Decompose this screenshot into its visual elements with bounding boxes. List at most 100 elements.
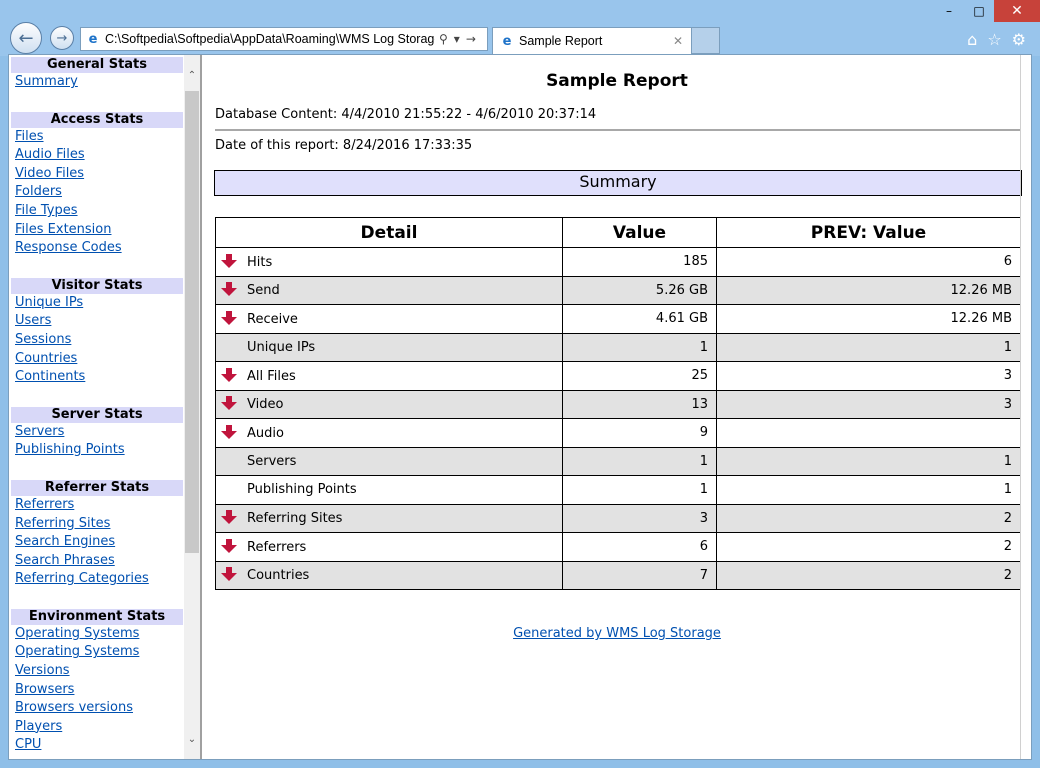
page-content: General Stats Summary Access Stats Files Aud… <box>8 54 1032 760</box>
dropdown-icon[interactable]: ▾ <box>453 32 460 46</box>
detail-cell: Video <box>215 389 563 419</box>
go-arrow-icon[interactable]: → <box>465 32 476 46</box>
forward-button[interactable]: → <box>50 26 74 50</box>
sidebar-link[interactable]: Folders <box>15 184 62 200</box>
sidebar-link[interactable]: Search Phrases <box>15 552 115 568</box>
sidebar-link[interactable]: Browsers <box>15 681 75 697</box>
minimize-button[interactable]: – <box>946 4 952 18</box>
back-button[interactable]: ← <box>10 22 42 54</box>
sidebar-section: Environment Stats Operating Systems Operat… <box>9 608 185 755</box>
detail-label: Hits <box>247 254 273 270</box>
value-cell: 6 <box>562 532 717 562</box>
sidebar-link[interactable]: Referrers <box>15 496 75 512</box>
sidebar-link[interactable]: Unique IPs <box>15 294 84 310</box>
down-arrow-icon <box>221 396 237 411</box>
sidebar-link[interactable]: Files Extension <box>15 221 112 237</box>
sidebar-link[interactable]: Servers <box>15 423 65 439</box>
sidebar-section-title: Access Stats <box>11 111 183 128</box>
address-bar[interactable]: e C:\Softpedia\Softpedia\AppData\Roaming… <box>80 27 488 51</box>
prev-value-cell: 3 <box>716 361 1021 391</box>
value-cell: 4.61 GB <box>562 304 717 334</box>
new-tab-button[interactable] <box>692 27 720 54</box>
table-row: Referrers 6 2 <box>215 532 1021 562</box>
sidebar-link[interactable]: Operating Systems Versions <box>15 644 140 679</box>
detail-label: Referrers <box>247 539 307 555</box>
value-cell: 1 <box>562 332 717 362</box>
sidebar-section: Server Stats Servers Publishing Points <box>9 406 185 460</box>
sidebar-link[interactable]: Operating Systems <box>15 625 140 641</box>
value-cell: 7 <box>562 560 717 590</box>
sidebar-link[interactable]: Sessions <box>15 331 72 347</box>
sidebar-scrollbar[interactable]: ⌃ ⌄ <box>184 55 200 759</box>
address-text[interactable]: C:\Softpedia\Softpedia\AppData\Roaming\W… <box>105 32 435 46</box>
sidebar-link[interactable]: Referring Sites <box>15 515 111 531</box>
detail-cell: Publishing Points <box>215 475 563 505</box>
sidebar-link[interactable]: Audio Files <box>15 147 85 163</box>
sidebar-section: Referrer Stats Referrers Referring Sites Se… <box>9 479 185 589</box>
prev-value-cell: 12.26 MB <box>716 275 1021 305</box>
sidebar-link[interactable]: Response Codes <box>15 240 122 256</box>
scroll-up-icon[interactable]: ⌃ <box>187 69 197 81</box>
sidebar-link[interactable]: Files <box>15 128 44 144</box>
prev-value-cell: 1 <box>716 446 1021 476</box>
detail-label: Send <box>247 283 280 299</box>
detail-label: Publishing Points <box>247 482 357 498</box>
value-cell: 1 <box>562 475 717 505</box>
detail-label: Referring Sites <box>247 511 343 527</box>
detail-cell: Countries <box>215 560 563 590</box>
sidebar-link[interactable]: Summary <box>15 74 78 89</box>
table-row: Video 13 3 <box>215 389 1021 419</box>
star-icon[interactable]: ☆ <box>987 30 1002 49</box>
sidebar-link[interactable]: Referring Categories <box>15 571 149 587</box>
prev-value-cell: 1 <box>716 332 1021 362</box>
detail-cell: Referring Sites <box>215 503 563 533</box>
sidebar-link[interactable]: Browsers versions <box>15 700 133 716</box>
sidebar-link[interactable]: Publishing Points <box>15 442 125 458</box>
tab-sample-report[interactable]: e Sample Report ✕ <box>492 27 692 54</box>
generated-by-link[interactable]: Generated by WMS Log Storage <box>513 626 721 641</box>
sidebar-link[interactable]: Users <box>15 313 52 329</box>
sidebar-link[interactable]: Players <box>15 718 63 734</box>
section-title: Summary <box>214 170 1022 196</box>
scroll-thumb[interactable] <box>185 91 199 553</box>
sidebar-frame: General Stats Summary Access Stats Files Aud… <box>9 55 202 759</box>
sidebar-link[interactable]: CPU <box>15 737 42 753</box>
value-cell: 185 <box>562 247 717 277</box>
sidebar-link[interactable]: Countries <box>15 350 78 366</box>
detail-cell: Unique IPs <box>215 332 563 362</box>
gear-icon[interactable]: ⚙ <box>1011 30 1026 49</box>
database-content: Database Content: 4/4/2010 21:55:22 - 4/… <box>215 107 597 122</box>
close-button[interactable]: ✕ <box>994 0 1040 22</box>
home-icon[interactable]: ⌂ <box>967 30 978 49</box>
table-row: Countries 7 2 <box>215 560 1021 590</box>
table-row: Send 5.26 GB 12.26 MB <box>215 275 1021 305</box>
down-arrow-icon <box>221 510 237 525</box>
detail-cell: Send <box>215 275 563 305</box>
sidebar-section-title: Visitor Stats <box>11 277 183 294</box>
prev-value-cell: 3 <box>716 389 1021 419</box>
sidebar-link[interactable]: Video Files <box>15 165 85 181</box>
value-cell: 13 <box>562 389 717 419</box>
search-icon[interactable]: ⚲ <box>439 32 448 46</box>
sidebar-link[interactable]: File Types <box>15 202 78 218</box>
sidebar-link[interactable]: Continents <box>15 369 86 385</box>
sidebar-section-title: Environment Stats <box>11 608 183 625</box>
page-edge <box>1020 55 1021 759</box>
table-row: All Files 25 3 <box>215 361 1021 391</box>
forward-arrow-icon: → <box>56 30 68 46</box>
down-arrow-icon <box>221 253 237 268</box>
detail-label: Receive <box>247 311 298 327</box>
tab-close-icon[interactable]: ✕ <box>673 34 684 48</box>
detail-label: Video <box>247 397 284 413</box>
back-arrow-icon: ← <box>18 27 34 49</box>
maximize-button[interactable]: □ <box>973 4 985 18</box>
detail-cell: Hits <box>215 247 563 277</box>
address-actions: ⚲ ▾ → <box>439 32 476 46</box>
sidebar-link[interactable]: Search Engines <box>15 534 116 550</box>
table-row: Publishing Points 1 1 <box>215 475 1021 505</box>
scroll-down-icon[interactable]: ⌄ <box>187 733 197 745</box>
column-header-detail: Detail <box>215 217 563 248</box>
sidebar-section-title: Server Stats <box>11 406 183 423</box>
value-cell: 5.26 GB <box>562 275 717 305</box>
